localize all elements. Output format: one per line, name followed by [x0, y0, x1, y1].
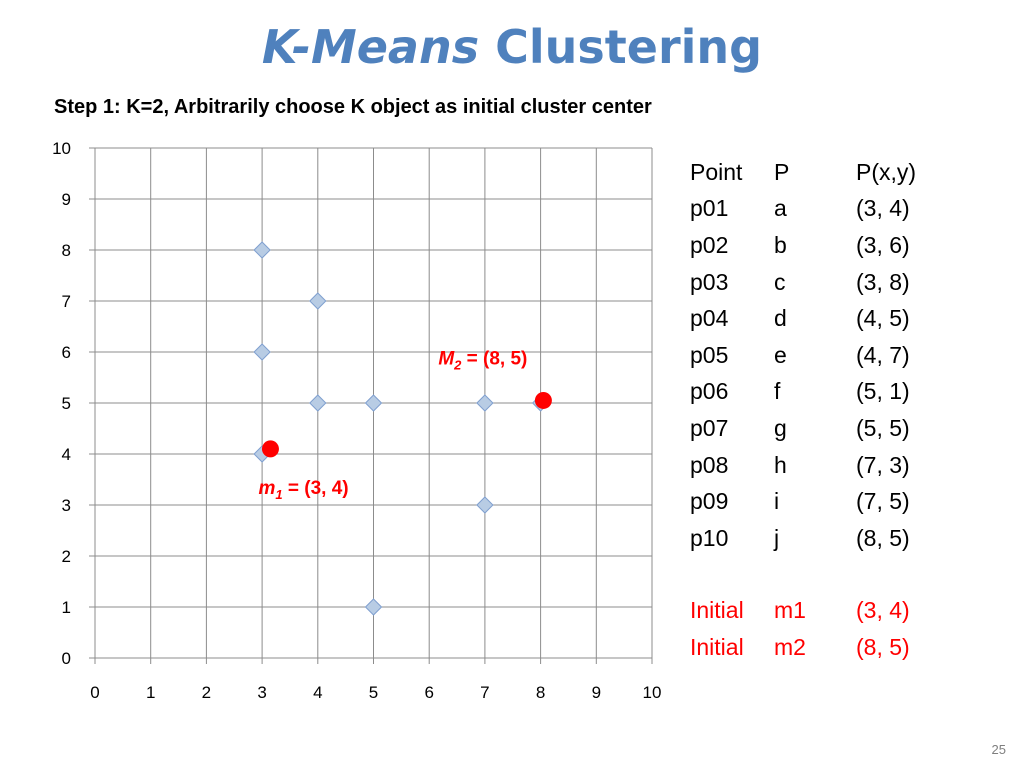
y-tick-label: 4 [62, 445, 71, 464]
y-tick-label: 1 [62, 598, 71, 617]
table-cell: p07 [690, 414, 729, 441]
table-cell: (3, 4) [856, 597, 910, 624]
table-cell: (4, 7) [856, 341, 910, 368]
table-cell: h [774, 451, 787, 478]
table-cell: p09 [690, 488, 729, 515]
table-cell: Point [690, 158, 743, 185]
table-row: p10 j (8, 5) [680, 520, 956, 557]
data-point [364, 598, 383, 616]
cluster-center-label: m1 = (3, 4) [258, 478, 348, 502]
slide-title: K-Means Clustering [0, 22, 1024, 73]
table-cell: j [774, 524, 780, 551]
table-row: p06 f (5, 1) [680, 374, 956, 411]
x-tick-label: 9 [592, 683, 601, 702]
table-cell: d [774, 305, 787, 332]
table-row: p03 c (3, 8) [680, 264, 956, 301]
table-cell: a [774, 195, 787, 222]
x-tick-label: 0 [90, 683, 99, 702]
points-table: Point P P(x,y) p01 a (3, 4) p02 b (3, 6) p03 c (3, … [680, 154, 956, 666]
y-tick-label: 7 [62, 292, 71, 311]
initial-center-row: Initial m2 (8, 5) [680, 629, 956, 666]
table-cell: (3, 8) [856, 268, 910, 295]
table-row: p08 h (7, 3) [680, 447, 956, 484]
table-header-row: Point P P(x,y) [680, 154, 956, 191]
table-cell: (7, 5) [856, 488, 910, 515]
data-point [309, 394, 327, 412]
y-tick-label: 0 [62, 649, 71, 668]
table-row: p05 e (4, 7) [680, 337, 956, 374]
table-cell: m2 [774, 633, 806, 660]
table-cell: (3, 6) [856, 231, 910, 258]
y-tick-label: 10 [52, 139, 71, 158]
table-row: p07 g (5, 5) [680, 410, 956, 447]
x-tick-label: 5 [369, 683, 378, 702]
data-point [253, 343, 271, 361]
table-cell: c [774, 268, 786, 295]
data-point [309, 292, 327, 310]
x-tick-label: 3 [257, 683, 266, 702]
x-tick-label: 6 [424, 683, 433, 702]
table-cell: (4, 5) [856, 305, 910, 332]
table-cell: g [774, 414, 787, 441]
table-cell: b [774, 231, 787, 258]
page-number: 25 [991, 742, 1006, 757]
data-point [364, 394, 383, 412]
scatter-chart: 0 1 2 3 4 5 6 7 8 9 10 0 1 2 3 4 5 6 7 8 9 10 m1 = (3, 4) M2 = … [52, 139, 662, 702]
y-tick-label: 5 [62, 394, 71, 413]
table-cell: (5, 1) [856, 378, 910, 405]
table-cell: (8, 5) [856, 633, 910, 660]
y-tick-label: 2 [62, 547, 71, 566]
table-cell: f [774, 378, 781, 405]
table-row: p01 a (3, 4) [680, 191, 956, 228]
table-cell: i [774, 488, 780, 515]
table-cell: p10 [690, 524, 729, 551]
table-cell: m1 [774, 597, 806, 624]
table-cell: Initial [690, 633, 744, 660]
y-tick-label: 6 [62, 343, 71, 362]
table-cell: (5, 5) [856, 414, 910, 441]
x-tick-label: 4 [313, 683, 322, 702]
table-cell: (8, 5) [856, 524, 910, 551]
data-point [253, 241, 271, 259]
data-point [476, 496, 494, 514]
x-tick-label: 8 [536, 683, 545, 702]
table-cell: p04 [690, 305, 729, 332]
x-tick-label: 7 [480, 683, 489, 702]
y-tick-label: 8 [62, 241, 71, 260]
table-cell: p03 [690, 268, 729, 295]
cluster-center-marker [261, 440, 279, 458]
table-spacer [680, 557, 956, 593]
y-tick-label: 3 [62, 496, 71, 515]
table-cell: P(x,y) [856, 158, 917, 185]
table-cell: e [774, 341, 787, 368]
x-tick-label: 1 [146, 683, 155, 702]
title-rest: Clustering [495, 20, 763, 74]
table-cell: Initial [690, 597, 744, 624]
x-tick-label: 2 [202, 683, 211, 702]
table-cell: p05 [690, 341, 729, 368]
cluster-center-marker [534, 391, 552, 409]
table-cell: p01 [690, 195, 729, 222]
slide-subtitle: Step 1: K=2, Arbitrarily choose K object… [54, 96, 652, 118]
table-row: p04 d (4, 5) [680, 300, 956, 337]
initial-center-row: Initial m1 (3, 4) [680, 593, 956, 630]
table-cell: P [774, 158, 790, 185]
table-cell: (7, 3) [856, 451, 910, 478]
y-tick-label: 9 [62, 190, 71, 209]
x-tick-label: 10 [643, 683, 662, 702]
table-cell: p08 [690, 451, 729, 478]
table-row: p02 b (3, 6) [680, 227, 956, 264]
table-row: p09 i (7, 5) [680, 483, 956, 520]
title-italic: K-Means [261, 20, 480, 74]
table-cell: p06 [690, 378, 729, 405]
table-cell: (3, 4) [856, 195, 910, 222]
table-cell: p02 [690, 231, 729, 258]
cluster-center-label: M2 = (8, 5) [438, 348, 527, 372]
data-point [476, 394, 494, 412]
